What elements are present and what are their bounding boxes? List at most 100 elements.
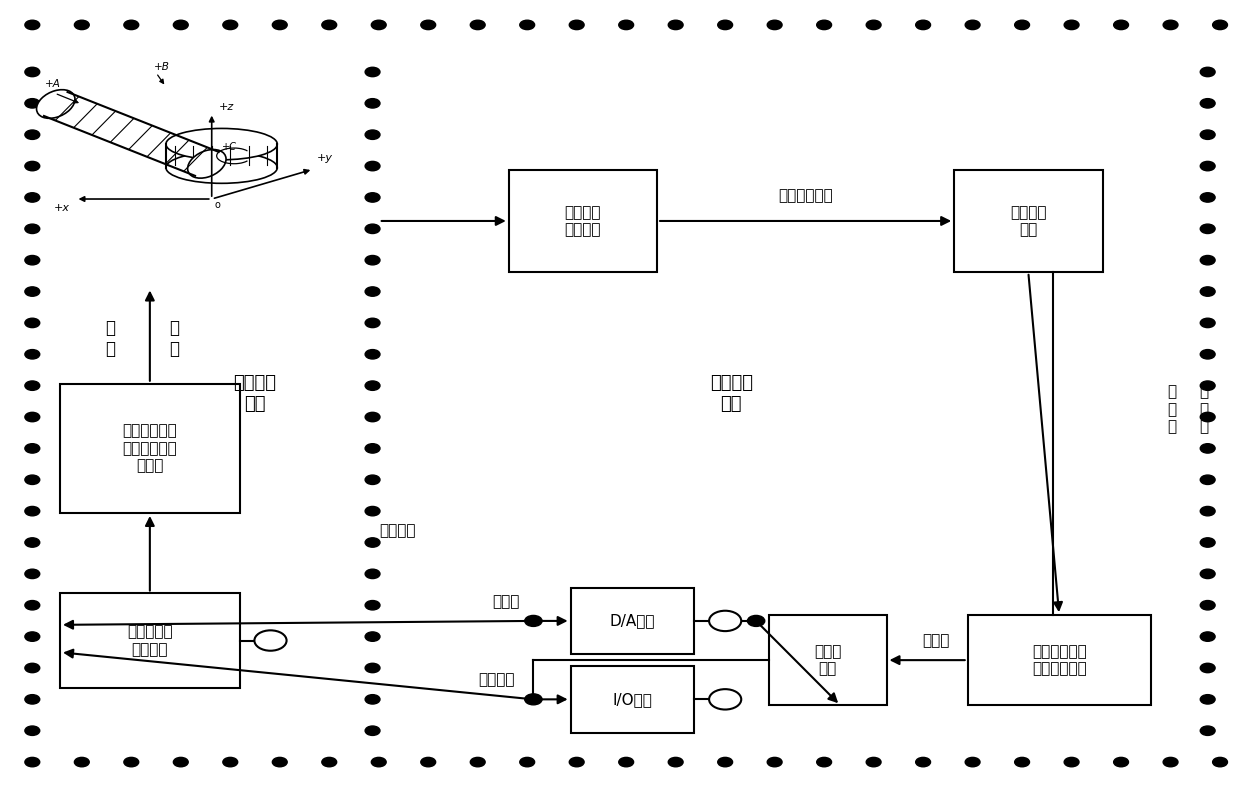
Text: 在机测量
系统模块: 在机测量 系统模块 <box>564 205 601 237</box>
Circle shape <box>817 757 832 767</box>
Circle shape <box>174 757 188 767</box>
Circle shape <box>525 694 542 705</box>
Circle shape <box>365 161 379 171</box>
Circle shape <box>25 444 40 453</box>
Circle shape <box>25 412 40 422</box>
Circle shape <box>371 757 386 767</box>
Circle shape <box>365 632 379 641</box>
Circle shape <box>520 20 534 30</box>
Text: +z: +z <box>219 102 234 113</box>
Circle shape <box>74 757 89 767</box>
Circle shape <box>1200 286 1215 296</box>
Circle shape <box>223 757 238 767</box>
Circle shape <box>25 663 40 673</box>
FancyBboxPatch shape <box>508 170 657 272</box>
Circle shape <box>25 20 40 30</box>
Circle shape <box>365 506 379 515</box>
Text: 模拟量: 模拟量 <box>492 594 520 609</box>
Circle shape <box>25 475 40 485</box>
Ellipse shape <box>166 128 278 160</box>
Circle shape <box>1213 757 1228 767</box>
FancyBboxPatch shape <box>61 384 239 513</box>
Circle shape <box>1014 757 1029 767</box>
Circle shape <box>365 538 379 547</box>
Circle shape <box>718 20 733 30</box>
Circle shape <box>273 20 288 30</box>
Circle shape <box>420 757 435 767</box>
Circle shape <box>569 20 584 30</box>
Circle shape <box>709 611 742 631</box>
Circle shape <box>619 20 634 30</box>
Circle shape <box>25 569 40 578</box>
Text: 谐波分解
模块: 谐波分解 模块 <box>1011 205 1047 237</box>
Text: 数控滚齿机
伺服系统: 数控滚齿机 伺服系统 <box>126 624 172 656</box>
Text: D/A模块: D/A模块 <box>610 613 655 629</box>
Circle shape <box>371 20 386 30</box>
Circle shape <box>1014 20 1029 30</box>
Circle shape <box>124 757 139 767</box>
Circle shape <box>1200 695 1215 704</box>
Circle shape <box>365 726 379 735</box>
Ellipse shape <box>36 90 74 118</box>
Text: 补偿信号: 补偿信号 <box>379 523 415 538</box>
Circle shape <box>470 757 485 767</box>
Circle shape <box>1200 224 1215 234</box>
Circle shape <box>1114 757 1128 767</box>
Circle shape <box>365 318 379 327</box>
Circle shape <box>25 224 40 234</box>
Circle shape <box>365 663 379 673</box>
Circle shape <box>569 757 584 767</box>
Circle shape <box>25 286 40 296</box>
Text: +y: +y <box>317 153 332 164</box>
Circle shape <box>1200 130 1215 139</box>
Circle shape <box>668 20 683 30</box>
Circle shape <box>1200 444 1215 453</box>
Circle shape <box>1064 757 1079 767</box>
Circle shape <box>915 757 930 767</box>
Circle shape <box>1200 381 1215 390</box>
Circle shape <box>965 20 980 30</box>
Circle shape <box>365 475 379 485</box>
Circle shape <box>1200 475 1215 485</box>
Circle shape <box>25 757 40 767</box>
Circle shape <box>223 20 238 30</box>
Text: 在机补偿
系统: 在机补偿 系统 <box>709 374 753 413</box>
Circle shape <box>25 193 40 202</box>
Circle shape <box>867 757 882 767</box>
Circle shape <box>525 615 542 626</box>
Circle shape <box>768 20 782 30</box>
Circle shape <box>322 757 337 767</box>
Circle shape <box>365 412 379 422</box>
Circle shape <box>420 20 435 30</box>
Text: 齿距累积偏差: 齿距累积偏差 <box>779 188 833 203</box>
Ellipse shape <box>166 152 278 183</box>
Circle shape <box>1200 632 1215 641</box>
Circle shape <box>25 349 40 359</box>
Text: +x: +x <box>53 203 69 212</box>
Circle shape <box>25 695 40 704</box>
Circle shape <box>619 757 634 767</box>
Circle shape <box>365 193 379 202</box>
Circle shape <box>1200 726 1215 735</box>
Circle shape <box>1213 20 1228 30</box>
Text: +B: +B <box>154 61 170 72</box>
Circle shape <box>254 630 286 651</box>
Circle shape <box>748 615 765 626</box>
Circle shape <box>365 349 379 359</box>
Text: 齿距累积偏差
补偿数学模型: 齿距累积偏差 补偿数学模型 <box>1032 644 1086 676</box>
Circle shape <box>1200 193 1215 202</box>
Circle shape <box>470 20 485 30</box>
Circle shape <box>709 689 742 710</box>
Circle shape <box>1200 161 1215 171</box>
Circle shape <box>1163 20 1178 30</box>
Circle shape <box>1163 757 1178 767</box>
Circle shape <box>365 695 379 704</box>
Circle shape <box>1200 98 1215 108</box>
Text: I/O模块: I/O模块 <box>613 692 652 707</box>
Circle shape <box>25 600 40 610</box>
Circle shape <box>718 757 733 767</box>
Circle shape <box>1200 506 1215 515</box>
Circle shape <box>365 224 379 234</box>
FancyBboxPatch shape <box>769 615 887 705</box>
Circle shape <box>25 632 40 641</box>
